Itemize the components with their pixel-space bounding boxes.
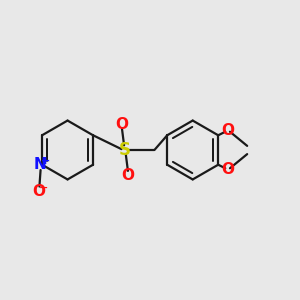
Text: −: − <box>38 183 48 193</box>
Text: +: + <box>41 156 50 166</box>
Text: O: O <box>116 118 128 133</box>
Text: S: S <box>119 141 131 159</box>
Text: O: O <box>122 167 134 182</box>
Text: N: N <box>33 157 46 172</box>
Text: O: O <box>221 162 234 177</box>
Text: O: O <box>221 123 234 138</box>
Text: O: O <box>32 184 45 199</box>
